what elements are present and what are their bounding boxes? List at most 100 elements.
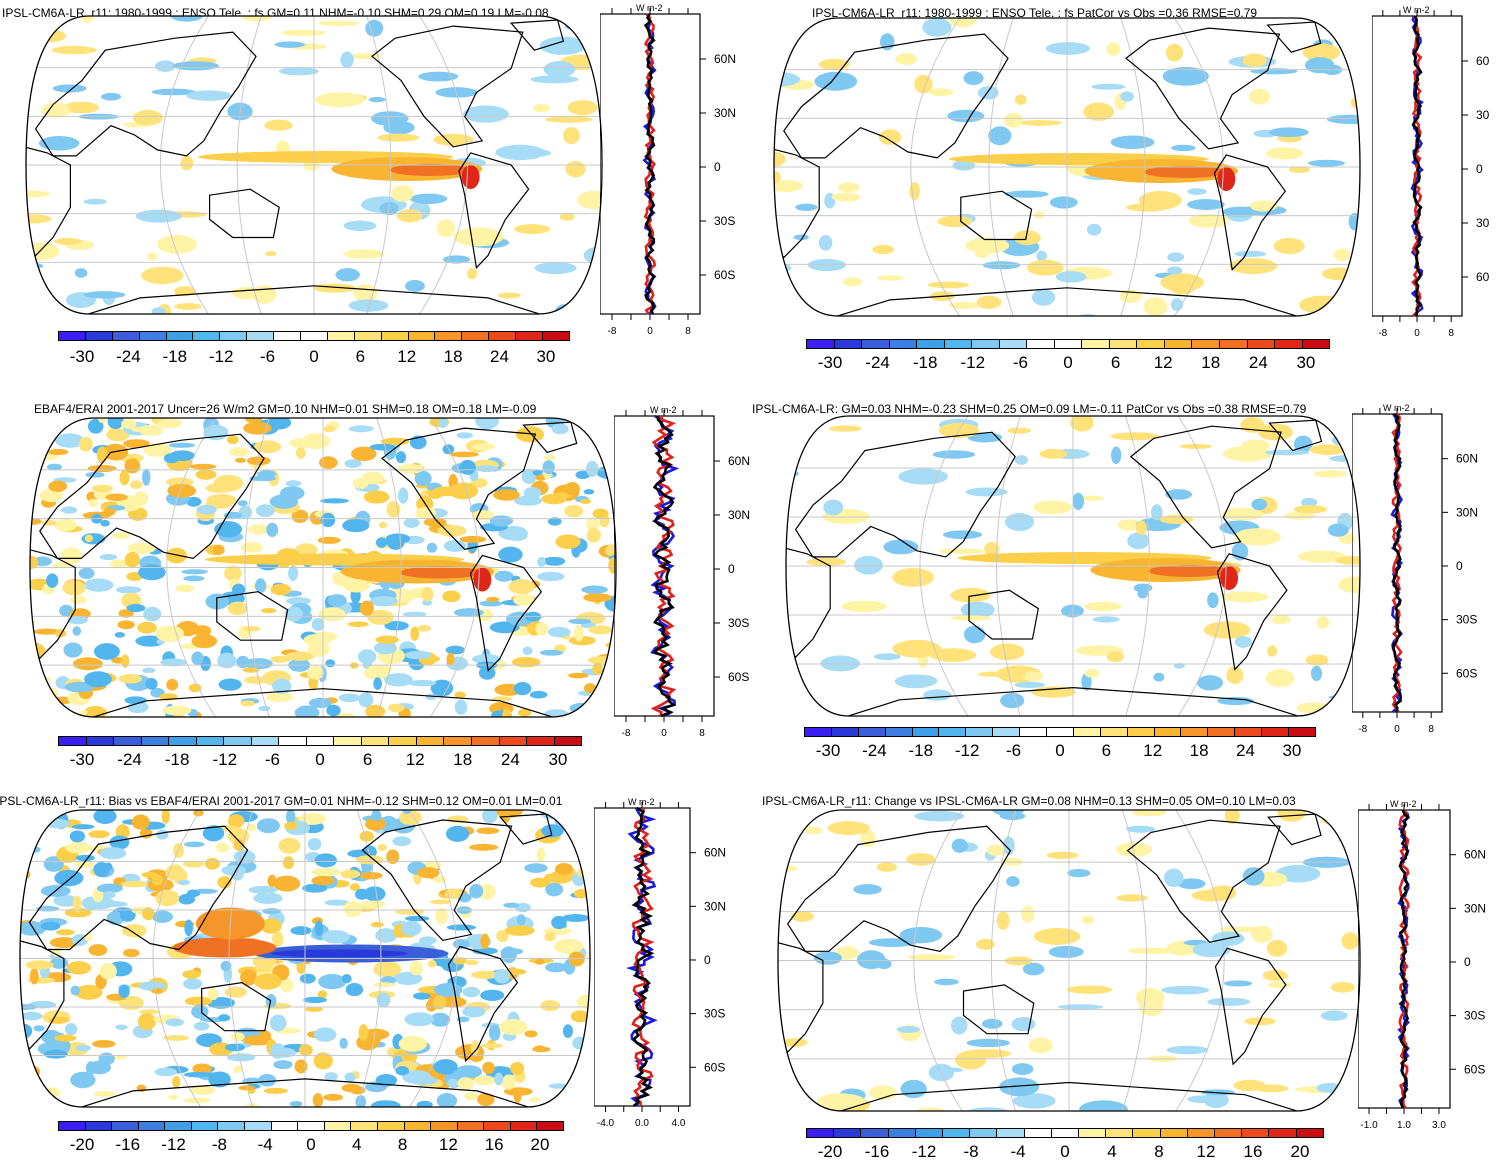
anomaly-patch (417, 625, 431, 632)
anomaly-patch (42, 435, 51, 441)
anomaly-patch (270, 949, 409, 958)
anomaly-patch (228, 814, 245, 828)
anomaly-patch (1177, 878, 1206, 890)
colorbar-swatch (999, 340, 1028, 348)
anomaly-patch (167, 484, 197, 498)
anomaly-patch (1116, 894, 1148, 902)
anomaly-patch (253, 892, 283, 904)
colorbar-tick: -6 (260, 347, 276, 366)
anomaly-patch (46, 573, 59, 588)
anomaly-patch (1231, 542, 1249, 561)
panel-title: IPSL-CM6A-LR: GM=0.03 NHM=-0.23 SHM=0.25… (752, 402, 1307, 416)
anomaly-patch (1334, 556, 1360, 565)
anomaly-patch (442, 255, 471, 264)
anomaly-patch (61, 506, 78, 514)
x-tick-label: -1.0 (1360, 1120, 1378, 1131)
colorbar-tick: -24 (862, 741, 887, 760)
anomaly-patch (480, 933, 490, 949)
anomaly-patch (341, 974, 352, 984)
anomaly-patch (1316, 616, 1330, 629)
anomaly-patch (351, 446, 377, 462)
colorbar-swatch (462, 332, 490, 340)
x-tick-label: -8 (1358, 724, 1367, 735)
coastline (1266, 813, 1322, 846)
colorbar-swatch (861, 1129, 889, 1137)
graticule-line (910, 18, 960, 316)
zonal-unit-label: W m-2 (650, 405, 677, 415)
anomaly-patch (375, 537, 388, 548)
anomaly-patch (545, 962, 567, 973)
anomaly-patch (72, 895, 82, 912)
anomaly-patch (948, 301, 983, 309)
graticule-line (409, 810, 458, 1107)
anomaly-patch (75, 1044, 92, 1052)
anomaly-patch (123, 439, 150, 449)
anomaly-patch (314, 853, 337, 868)
colorbar-swatch (245, 1122, 272, 1130)
zonal-curve (1398, 809, 1410, 1109)
anomaly-patch (279, 978, 294, 993)
colorbar-swatch (381, 332, 409, 340)
anomaly-patch (480, 989, 505, 1001)
anomaly-patch (376, 992, 391, 1008)
coastline (86, 688, 560, 717)
coastline (778, 941, 824, 1053)
anomaly-patch (54, 518, 77, 532)
anomaly-patch (573, 813, 584, 825)
anomaly-patch (278, 837, 301, 854)
colorbar-tick: 6 (355, 347, 366, 366)
anomaly-patch (303, 996, 328, 1004)
anomaly-patch (976, 938, 995, 950)
anomaly-patch (1036, 250, 1047, 262)
anomaly-patch (401, 920, 422, 936)
anomaly-patch (823, 499, 844, 516)
colorbar-swatch (888, 1129, 916, 1137)
anomaly-patch (361, 471, 384, 485)
anomaly-patch (120, 654, 130, 668)
anomaly-patch (269, 494, 299, 509)
anomaly-patch (1304, 57, 1335, 74)
colorbar-swatch (334, 737, 362, 745)
colorbar-tick: 12 (397, 347, 417, 366)
anomaly-patch (1219, 926, 1263, 933)
anomaly-patch (1014, 681, 1046, 689)
anomaly-patch (137, 1013, 157, 1031)
anomaly-patch (514, 224, 551, 234)
anomaly-patch (1165, 489, 1193, 500)
colorbar-swatch (1100, 728, 1128, 736)
anomaly-patch (272, 678, 292, 694)
latitude-label: 0 (714, 160, 721, 174)
anomaly-patch (260, 918, 282, 934)
anomaly-patch (488, 1024, 501, 1041)
map-outline (773, 17, 1361, 317)
anomaly-patch (579, 498, 592, 505)
anomaly-patch (1086, 223, 1102, 236)
anomaly-patch (20, 921, 46, 936)
colorbar-tick: 12 (1196, 1142, 1216, 1161)
anomaly-patch (534, 262, 577, 275)
latitude-label: 30N (1456, 505, 1478, 519)
anomaly-patch (436, 1092, 458, 1107)
anomaly-patch (474, 1075, 496, 1086)
anomaly-patch (151, 88, 196, 96)
x-tick-label: -8 (1378, 328, 1387, 339)
colorbar-swatch (112, 1122, 139, 1130)
colorbar-swatch (416, 737, 445, 745)
anomaly-patch (237, 500, 248, 507)
anomaly-patch (414, 470, 432, 487)
colorbar-swatch (169, 737, 197, 745)
anomaly-patch (1092, 616, 1120, 623)
anomaly-patch (965, 487, 1008, 497)
graticule-line (988, 18, 1014, 316)
colorbar-swatch (1242, 1129, 1270, 1137)
anomaly-patch (169, 16, 204, 22)
colorbar-tick: 16 (1243, 1142, 1263, 1161)
map-0 (25, 15, 603, 315)
anomaly-patch (445, 825, 470, 842)
anomaly-patch (1150, 504, 1163, 521)
anomaly-patch (20, 1086, 29, 1096)
colorbar-swatch (915, 1129, 944, 1137)
panel-title: IPSL-CM6A-LR_r11: Change vs IPSL-CM6A-LR… (762, 794, 1296, 808)
anomaly-patch (523, 486, 542, 500)
anomaly-patch (1167, 252, 1185, 262)
